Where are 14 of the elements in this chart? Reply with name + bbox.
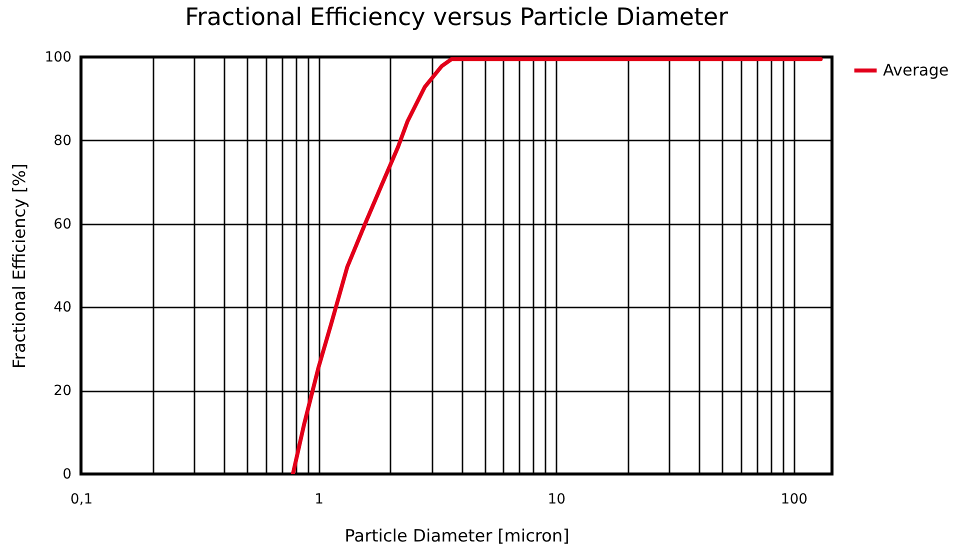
x-axis-title: Particle Diameter [micron] — [344, 526, 570, 546]
y-tick-label: 0 — [62, 466, 72, 482]
y-tick-label: 100 — [44, 50, 72, 66]
x-tick-label: 1 — [314, 492, 324, 508]
y-tick-label: 80 — [54, 132, 72, 149]
y-tick-label: 60 — [54, 216, 72, 232]
x-tick-label: 100 — [780, 492, 808, 508]
chart-title: Fractional Efficiency versus Particle Diameter — [184, 3, 728, 31]
x-tick-label: 10 — [548, 492, 566, 508]
y-tick-label: 40 — [54, 300, 72, 316]
x-tick-label: 0,1 — [70, 492, 93, 508]
legend-label: Average — [883, 60, 949, 80]
y-tick-label: 20 — [54, 383, 72, 400]
y-axis-title: Fractional Efficiency [%] — [10, 163, 30, 369]
